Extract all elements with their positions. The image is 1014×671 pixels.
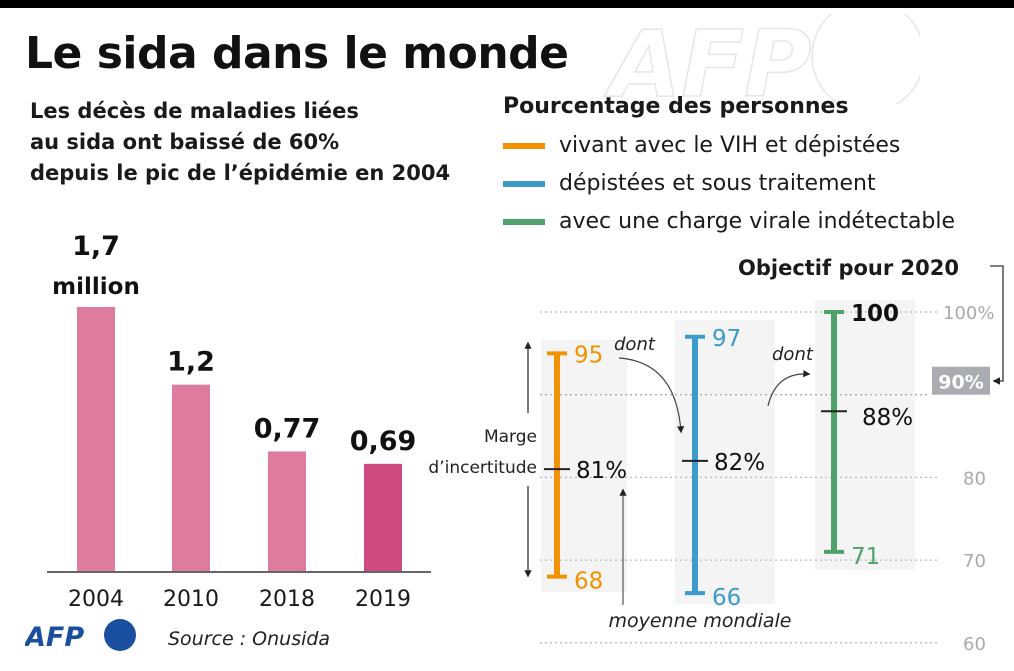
afp-logo-circle bbox=[104, 619, 136, 651]
afp-logo-text: AFP bbox=[25, 622, 84, 652]
bar-2004 bbox=[77, 307, 115, 571]
x-tick-label: 2004 bbox=[68, 587, 124, 612]
connector-label: dont bbox=[614, 334, 656, 355]
connector-arrow bbox=[767, 370, 811, 407]
range-low-label: 68 bbox=[574, 569, 603, 595]
range-high-label: 95 bbox=[574, 342, 603, 368]
range-low-label: 71 bbox=[851, 544, 880, 570]
y-tick-label: 70 bbox=[963, 551, 986, 572]
legend-item-tested: vivant avec le VIH et dépistées bbox=[503, 133, 900, 158]
subtitle-line: depuis le pic de l’épidémie en 2004 bbox=[30, 161, 451, 185]
watermark-text: AFP bbox=[604, 14, 811, 104]
legend-label: dépistées et sous traitement bbox=[559, 171, 876, 196]
legend-title: Pourcentage des personnes bbox=[503, 94, 849, 119]
connector-arrow bbox=[618, 357, 685, 434]
range-low-label: 66 bbox=[712, 585, 741, 611]
bar-2019 bbox=[364, 463, 402, 571]
bar-chart: 1,7 million 2004 1,2 2010 0,77 2018 0,69 2019 bbox=[47, 231, 431, 612]
bar-value-label: 1,7 bbox=[72, 231, 120, 262]
column-background bbox=[675, 320, 775, 604]
range-high-label: 97 bbox=[712, 326, 741, 352]
subtitle-line: au sida ont baissé de 60% bbox=[30, 130, 340, 154]
column-background bbox=[815, 300, 915, 570]
target-label: 90% bbox=[938, 372, 983, 394]
legend-label: avec une charge virale indétectable bbox=[559, 209, 956, 234]
bar-unit-label: million bbox=[52, 274, 140, 300]
x-tick-label: 2019 bbox=[355, 587, 411, 612]
top-bar bbox=[0, 0, 1014, 8]
subtitle: Les décès de maladies liées au sida ont … bbox=[30, 96, 450, 189]
bar-value-label: 0,69 bbox=[350, 426, 417, 457]
range-chart: 100% 90% 80 70 60 95 68 81% 97 66 82% 100 71 88% Marge… bbox=[428, 265, 1004, 655]
margin-label: Marge bbox=[484, 427, 537, 447]
afp-watermark: AFP bbox=[603, 14, 920, 104]
page-title: Le sida dans le monde bbox=[25, 28, 569, 79]
legend-swatch-orange bbox=[503, 142, 545, 149]
legend-item-treated: dépistées et sous traitement bbox=[503, 171, 876, 196]
source-note: Source : Onusida bbox=[168, 628, 331, 650]
target-bracket bbox=[990, 265, 1004, 385]
watermark-circle bbox=[811, 14, 920, 104]
bar-value-label: 0,77 bbox=[254, 413, 321, 444]
mean-label: 81% bbox=[576, 458, 627, 484]
target-badge bbox=[932, 366, 990, 395]
mean-caption: moyenne mondiale bbox=[608, 610, 791, 632]
legend-swatch-green bbox=[503, 218, 545, 225]
mean-label: 88% bbox=[862, 405, 913, 431]
x-tick-label: 2018 bbox=[259, 587, 315, 612]
afp-logo: AFP bbox=[25, 619, 136, 652]
x-tick-label: 2010 bbox=[163, 587, 219, 612]
y-tick-label: 60 bbox=[963, 634, 986, 655]
legend-item-suppressed: avec une charge virale indétectable bbox=[503, 209, 955, 234]
connector-label: dont bbox=[772, 344, 814, 365]
legend-label: vivant avec le VIH et dépistées bbox=[559, 133, 901, 158]
target-caption: Objectif pour 2020 bbox=[738, 256, 959, 280]
mean-label: 82% bbox=[714, 450, 765, 476]
legend-swatch-blue bbox=[503, 180, 545, 187]
subtitle-line: Les décès de maladies liées bbox=[30, 99, 359, 123]
margin-label: d’incertitude bbox=[428, 458, 537, 478]
bar-2010 bbox=[172, 384, 210, 571]
range-high-label: 100 bbox=[851, 301, 899, 327]
y-tick-label: 100% bbox=[943, 303, 994, 324]
y-tick-label: 80 bbox=[963, 468, 986, 489]
bar-2018 bbox=[268, 451, 306, 571]
bar-value-label: 1,2 bbox=[167, 347, 215, 378]
